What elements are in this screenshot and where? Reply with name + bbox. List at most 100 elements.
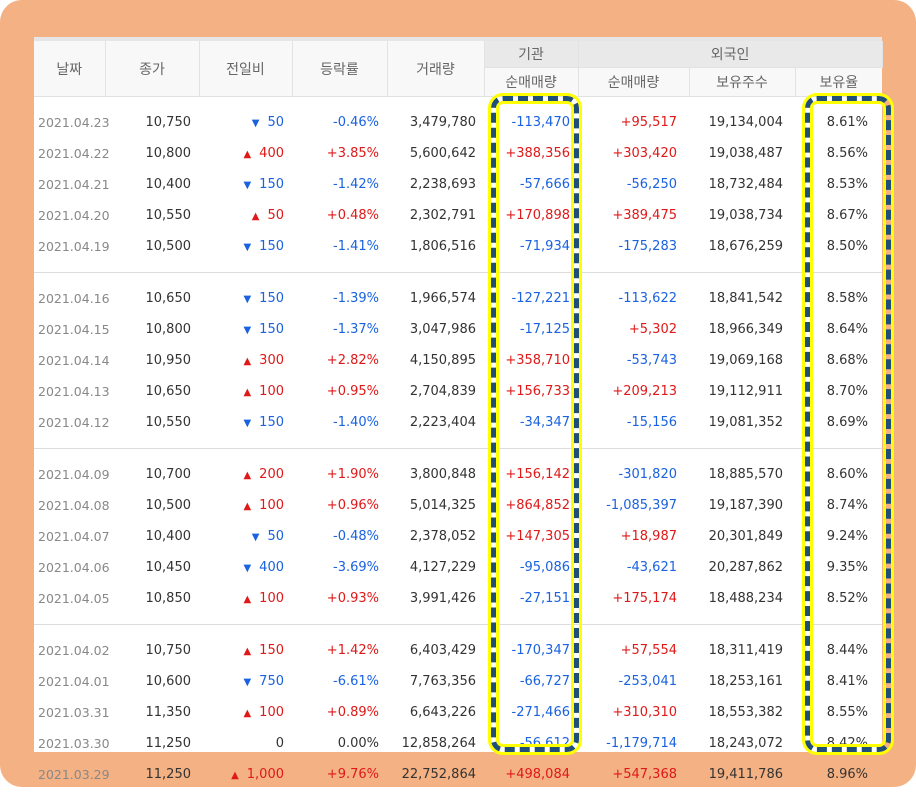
header-inst-net: 순매매량 — [484, 67, 579, 97]
close-price: 10,800 — [145, 146, 192, 161]
foreign-ratio: 8.70% — [826, 384, 869, 399]
ratio-column-highlight — [802, 93, 894, 755]
foreign-ratio: 8.53% — [826, 177, 869, 192]
foreign-holdings: 19,134,004 — [708, 115, 783, 130]
institution-net: -170,347 — [511, 643, 570, 658]
change-rate: +1.90% — [326, 467, 379, 482]
change: ▼ 150 — [199, 169, 292, 200]
volume: 3,991,426 — [409, 591, 476, 606]
date: 2021.04.08 — [38, 498, 110, 513]
change-rate: 0.00% — [337, 736, 379, 751]
date: 2021.04.06 — [38, 560, 110, 575]
volume: 7,763,356 — [409, 674, 476, 689]
volume: 2,302,791 — [409, 208, 476, 223]
institution-net: -17,125 — [519, 322, 570, 337]
foreign-net: +303,420 — [612, 146, 677, 161]
institution-net: -66,727 — [519, 674, 570, 689]
foreign-net: -15,156 — [626, 415, 677, 430]
change-rate: +0.93% — [326, 591, 379, 606]
foreign-ratio: 8.67% — [826, 208, 869, 223]
foreign-holdings: 18,243,072 — [708, 736, 783, 751]
change-rate: -3.69% — [333, 560, 379, 575]
close-price: 10,400 — [145, 177, 192, 192]
volume: 22,752,864 — [401, 767, 476, 782]
foreign-net: -56,250 — [626, 177, 677, 192]
close-price: 10,700 — [145, 467, 192, 482]
down-triangle-icon: ▼ — [243, 563, 252, 574]
foreign-ratio: 8.61% — [826, 115, 869, 130]
change-rate: +3.85% — [326, 146, 379, 161]
foreign-holdings: 19,187,390 — [708, 498, 783, 513]
change-rate: -0.46% — [333, 115, 379, 130]
down-triangle-icon: ▼ — [251, 118, 260, 129]
table-row: 2021.04.13 10,650 ▲ 100 +0.95% 2,704,839 … — [34, 376, 882, 407]
close-price: 10,650 — [145, 384, 192, 399]
change-value: 50 — [267, 208, 284, 223]
table-row: 2021.04.23 10,750 ▼ 50 -0.46% 3,479,780 -… — [34, 107, 882, 138]
change-value: 150 — [259, 322, 284, 337]
volume: 2,704,839 — [409, 384, 476, 399]
down-triangle-icon: ▼ — [251, 532, 260, 543]
foreign-net: +57,554 — [620, 643, 677, 658]
foreign-holdings: 18,966,349 — [708, 322, 783, 337]
foreign-holdings: 19,411,786 — [708, 767, 783, 782]
foreign-net: -175,283 — [618, 239, 677, 254]
change-rate: -1.40% — [333, 415, 379, 430]
change: ▲ 100 — [199, 697, 292, 728]
volume: 3,479,780 — [409, 115, 476, 130]
table-row: 2021.04.14 10,950 ▲ 300 +2.82% 4,150,895 … — [34, 345, 882, 376]
institution-net: +156,733 — [505, 384, 570, 399]
header-foreign-holdings: 보유주수 — [689, 67, 796, 97]
close-price: 10,500 — [145, 498, 192, 513]
date: 2021.04.16 — [38, 291, 110, 306]
foreign-ratio: 8.52% — [826, 591, 869, 606]
change-rate: +0.89% — [326, 705, 379, 720]
change-value: 50 — [267, 115, 284, 130]
header-foreign-ratio: 보유율 — [795, 67, 883, 97]
down-triangle-icon: ▼ — [243, 294, 252, 305]
institution-net: -127,221 — [511, 291, 570, 306]
foreign-ratio: 8.50% — [826, 239, 869, 254]
date: 2021.03.31 — [38, 705, 110, 720]
close-price: 10,550 — [145, 208, 192, 223]
table-row: 2021.04.01 10,600 ▼ 750 -6.61% 7,763,356 … — [34, 666, 882, 697]
change-value: 0 — [275, 736, 284, 751]
header-change: 전일비 — [199, 41, 293, 97]
foreign-holdings: 19,038,487 — [708, 146, 783, 161]
foreign-ratio: 8.58% — [826, 291, 869, 306]
change-rate: +9.76% — [326, 767, 379, 782]
close-price: 10,600 — [145, 674, 192, 689]
foreign-ratio: 9.35% — [826, 560, 869, 575]
change: 0 — [199, 728, 292, 759]
group-divider — [34, 448, 883, 449]
up-triangle-icon: ▲ — [243, 708, 252, 719]
table-row: 2021.03.29 11,250 ▲ 1,000 +9.76% 22,752,8… — [34, 759, 882, 790]
close-price: 10,500 — [145, 239, 192, 254]
foreign-ratio: 8.69% — [826, 415, 869, 430]
institution-net: -57,666 — [519, 177, 570, 192]
volume: 5,014,325 — [409, 498, 476, 513]
date: 2021.04.15 — [38, 322, 110, 337]
foreign-ratio: 8.64% — [826, 322, 869, 337]
foreign-holdings: 18,553,382 — [708, 705, 783, 720]
table-row: 2021.04.19 10,500 ▼ 150 -1.41% 1,806,516 … — [34, 231, 882, 262]
institution-net: -113,470 — [511, 115, 570, 130]
foreign-net: -1,085,397 — [606, 498, 677, 513]
change-value: 150 — [259, 643, 284, 658]
header-close: 종가 — [105, 41, 200, 97]
date: 2021.04.02 — [38, 643, 110, 658]
foreign-ratio: 9.24% — [826, 529, 869, 544]
table-row: 2021.04.16 10,650 ▼ 150 -1.39% 1,966,574 … — [34, 283, 882, 314]
stock-trading-table-panel: 날짜 종가 전일비 등락률 거래량 기관 외국인 순매매량 순매매량 보유주수 … — [34, 37, 883, 782]
change: ▼ 150 — [199, 231, 292, 262]
table-row: 2021.04.22 10,800 ▲ 400 +3.85% 5,600,642 … — [34, 138, 882, 169]
investor-trading-table: 날짜 종가 전일비 등락률 거래량 기관 외국인 순매매량 순매매량 보유주수 … — [34, 41, 883, 800]
foreign-net: -301,820 — [618, 467, 677, 482]
change-value: 400 — [259, 146, 284, 161]
foreign-holdings: 18,253,161 — [708, 674, 783, 689]
change: ▼ 50 — [199, 521, 292, 552]
foreign-net: -43,621 — [626, 560, 677, 575]
header-rate: 등락률 — [292, 41, 388, 97]
up-triangle-icon: ▲ — [243, 387, 252, 398]
up-triangle-icon: ▲ — [243, 470, 252, 481]
